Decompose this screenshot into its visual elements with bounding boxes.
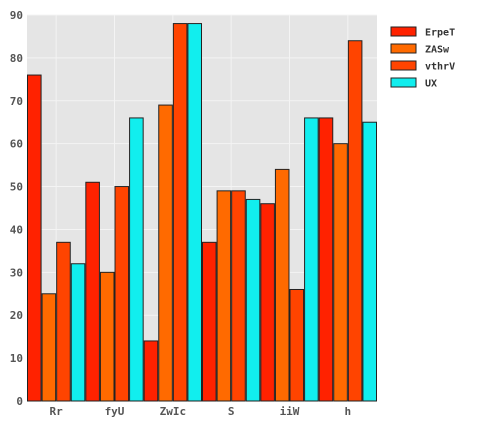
bar-UX-h — [362, 121, 377, 402]
y-tick-label: 10 — [10, 352, 23, 365]
bar-vthrV-h — [347, 40, 363, 402]
legend-swatch-ErpeT — [390, 26, 417, 37]
y-tick-label: 40 — [10, 223, 23, 236]
legend-label-ZASw: ZASw — [425, 45, 450, 56]
bar-vthrV-iiW — [289, 288, 305, 402]
x-tick-label: h — [345, 405, 352, 418]
y-tick-label: 90 — [10, 9, 23, 22]
bar-UX-iiW — [304, 117, 319, 402]
bar-vthrV-Rr — [56, 241, 71, 402]
legend-label-ErpeT: ErpeT — [425, 28, 455, 39]
bar-ZASw-h — [333, 143, 348, 402]
bar-ZASw-iiW — [274, 168, 290, 402]
bar-ZASw-S — [216, 190, 232, 402]
x-tick-label: fyU — [105, 405, 125, 418]
y-tick-label: 70 — [10, 95, 23, 108]
bar-ErpeT-h — [318, 117, 334, 402]
bar-ErpeT-ZwIc — [143, 340, 159, 402]
y-tick-label: 60 — [10, 138, 23, 151]
legend-swatch-vthrV — [390, 60, 417, 71]
legend-swatch-ZASw — [390, 43, 417, 54]
x-tick-label: ZwIc — [160, 405, 187, 418]
legend-label-vthrV: vthrV — [425, 62, 455, 73]
bar-UX-fyU — [129, 117, 144, 402]
bar-ZASw-ZwIc — [158, 104, 173, 402]
y-tick-label: 50 — [10, 181, 23, 194]
bar-ErpeT-fyU — [85, 181, 100, 402]
legend-swatch-UX — [390, 77, 417, 88]
legend-label-UX: UX — [425, 79, 437, 90]
y-tick-label: 20 — [10, 309, 23, 322]
bar-UX-ZwIc — [187, 23, 203, 402]
bar-ZASw-fyU — [99, 271, 115, 402]
x-tick-label: iiW — [280, 405, 300, 418]
bar-vthrV-ZwIc — [172, 23, 188, 402]
y-tick-label: 0 — [16, 395, 23, 408]
bar-UX-Rr — [70, 263, 86, 402]
bar-UX-S — [245, 198, 261, 402]
y-tick-label: 30 — [10, 266, 23, 279]
y-tick-label: 80 — [10, 52, 23, 65]
legend: ErpeT ZASw vthrV UX — [390, 26, 455, 90]
bar-ErpeT-iiW — [260, 203, 275, 402]
bar-vthrV-fyU — [114, 186, 130, 402]
x-tick-label: Rr — [50, 405, 64, 418]
bars — [27, 23, 377, 402]
bar-vthrV-S — [231, 190, 246, 402]
bar-ZASw-Rr — [41, 293, 57, 402]
x-tick-label: S — [228, 405, 235, 418]
bar-ErpeT-S — [202, 241, 217, 402]
bar-ErpeT-Rr — [27, 74, 42, 402]
y-axis-ticks: 0 10 20 30 40 50 60 70 80 90 — [10, 9, 23, 408]
